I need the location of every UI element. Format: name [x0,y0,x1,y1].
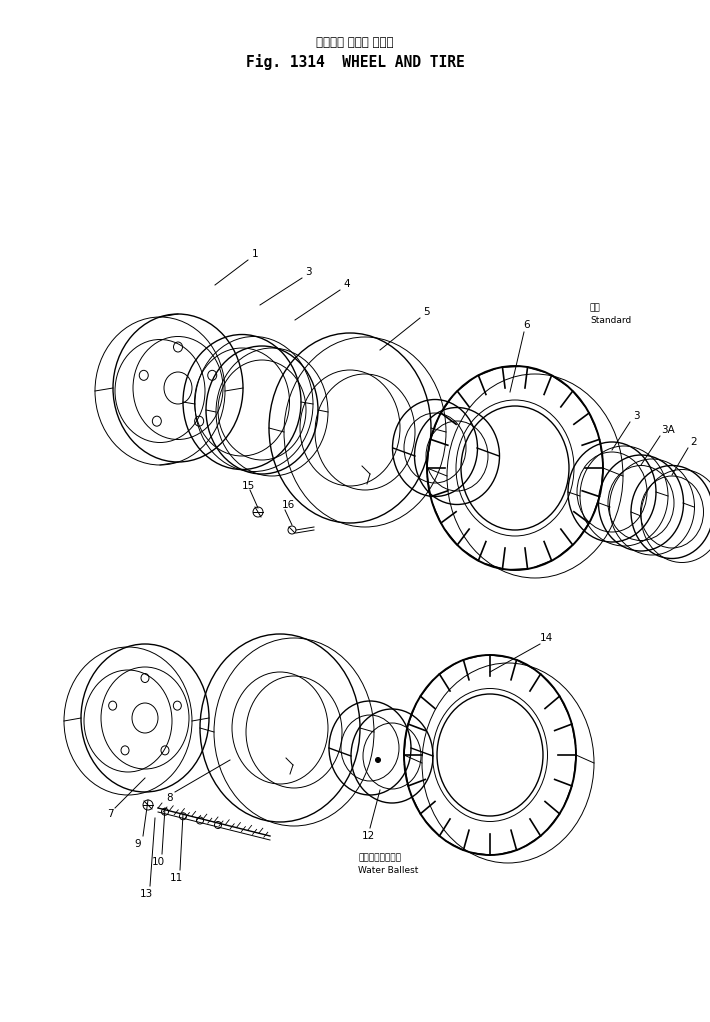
Text: 6: 6 [524,320,530,330]
Text: 4: 4 [344,279,350,289]
Ellipse shape [376,757,381,762]
Text: ウォータバラスト: ウォータバラスト [358,853,401,863]
Text: 3: 3 [633,411,639,421]
Text: 15: 15 [241,481,255,491]
Text: Water Ballest: Water Ballest [358,866,418,875]
Text: 12: 12 [361,831,375,841]
Text: 14: 14 [540,633,552,643]
Text: 1: 1 [251,249,258,259]
Text: 7: 7 [106,809,114,819]
Text: 3: 3 [305,267,311,277]
Text: 標準: 標準 [590,304,601,313]
Text: Standard: Standard [590,316,631,325]
Text: Fig. 1314  WHEEL AND TIRE: Fig. 1314 WHEEL AND TIRE [246,54,464,69]
Text: 5: 5 [422,307,430,317]
Text: ホイール および タイヤ: ホイール および タイヤ [316,36,394,48]
Text: 16: 16 [281,500,295,510]
Text: 2: 2 [691,437,697,447]
Text: 10: 10 [151,857,165,867]
Text: 9: 9 [135,839,141,849]
Text: 11: 11 [170,873,182,883]
Text: 8: 8 [167,793,173,803]
Text: 13: 13 [139,889,153,899]
Text: 3A: 3A [661,425,675,435]
